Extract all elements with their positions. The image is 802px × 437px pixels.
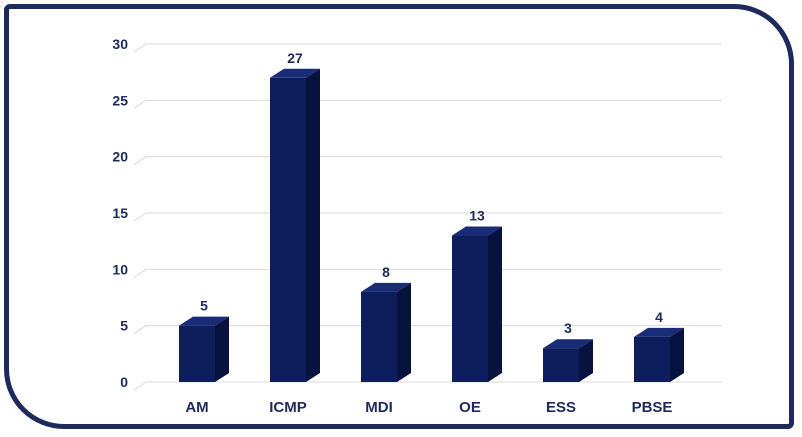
gridline-depth [133, 325, 147, 335]
bar-front [543, 348, 579, 382]
x-tick-label: ESS [546, 399, 576, 416]
bar-top [270, 68, 320, 78]
x-tick-label: ICMP [269, 399, 307, 416]
bar-front [634, 336, 670, 382]
data-label: 3 [564, 320, 572, 336]
y-tick-label: 5 [120, 318, 128, 334]
bar-front [179, 325, 215, 382]
bar-top [179, 316, 229, 326]
gridline-depth [133, 43, 147, 53]
data-label: 4 [655, 309, 663, 325]
x-tick-label: AM [185, 399, 208, 416]
y-tick-label: 10 [112, 261, 128, 277]
bar-top [634, 327, 684, 337]
y-tick-label: 30 [112, 36, 128, 52]
bar-top [543, 339, 593, 349]
gridline-depth [133, 268, 147, 278]
bar-side [579, 339, 593, 382]
bar-front [361, 291, 397, 382]
bar-side [488, 226, 502, 382]
gridline-depth [133, 99, 147, 109]
y-tick-label: 20 [112, 149, 128, 165]
bar-pbse [634, 327, 684, 382]
y-tick-label: 25 [112, 92, 128, 108]
bar-top [361, 282, 411, 292]
data-label: 27 [287, 50, 303, 66]
gridlines [133, 43, 722, 391]
bar-front [452, 235, 488, 382]
y-axis-ticks: 0 5 10 15 20 25 30 [112, 36, 128, 390]
data-label: 13 [469, 208, 485, 224]
bar-side [215, 316, 229, 382]
gridline-depth [133, 156, 147, 166]
y-tick-label: 15 [112, 205, 128, 221]
bar-side [670, 327, 684, 382]
data-label: 5 [200, 298, 208, 314]
bar-am [179, 316, 229, 382]
x-tick-label: OE [459, 399, 481, 416]
bar-side [306, 68, 320, 383]
bar-icmp [270, 68, 320, 383]
bars [179, 68, 684, 383]
gridline-depth [133, 212, 147, 222]
bar-oe [452, 226, 502, 382]
x-tick-label: MDI [365, 399, 393, 416]
data-labels: 5 27 8 13 3 4 [200, 50, 663, 336]
bar-side [397, 282, 411, 382]
x-axis-ticks: AM ICMP MDI OE ESS PBSE [185, 399, 672, 416]
bar-mdi [361, 282, 411, 382]
data-label: 8 [382, 264, 390, 280]
bar-top [452, 226, 502, 236]
gridline-depth [133, 381, 147, 391]
y-tick-label: 0 [120, 374, 128, 390]
x-tick-label: PBSE [632, 399, 673, 416]
bar-ess [543, 339, 593, 382]
bar-front [270, 77, 306, 383]
